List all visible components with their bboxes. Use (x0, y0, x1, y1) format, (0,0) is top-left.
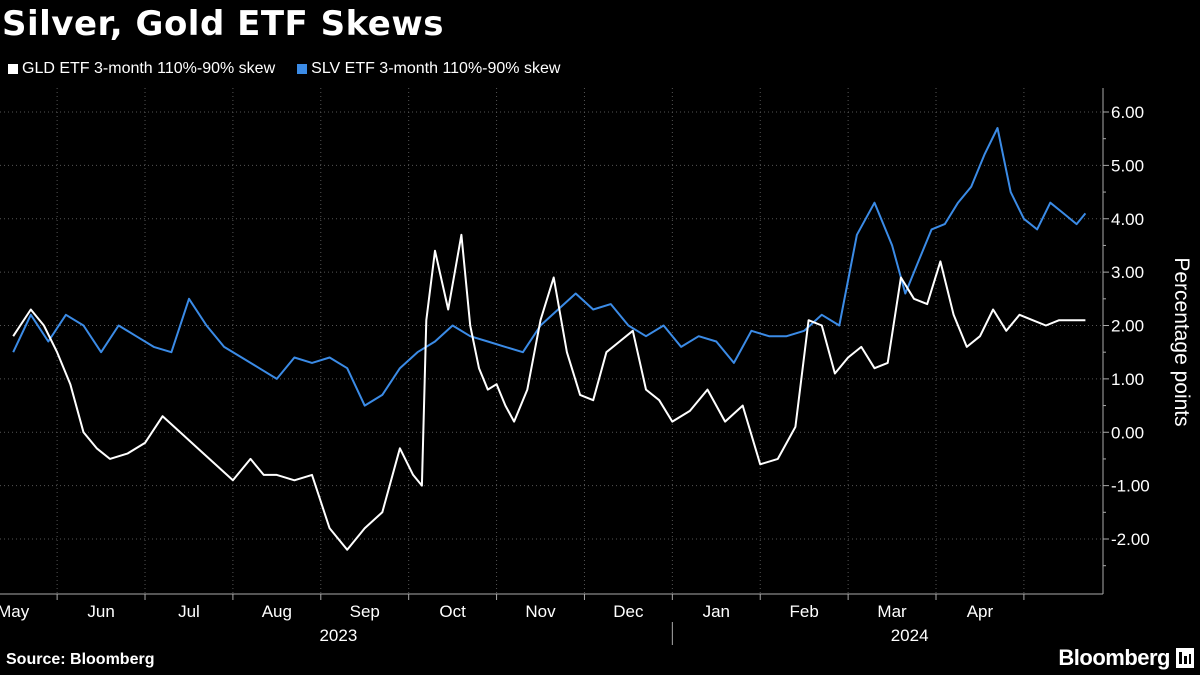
x-tick-label: Sep (350, 602, 380, 621)
y-tick-label: 6.00 (1111, 103, 1144, 122)
bloomberg-logo: Bloomberg (1058, 645, 1170, 670)
y-tick-label: 2.00 (1111, 317, 1144, 336)
x-tick-label: Aug (262, 602, 292, 621)
y-tick-label: -1.00 (1111, 477, 1150, 496)
legend-swatch-slv (297, 64, 308, 74)
x-tick-label: Dec (613, 602, 644, 621)
series-line-gld (12, 233, 1086, 551)
y-tick-label: -2.00 (1111, 530, 1150, 549)
source-note: Source: Bloomberg (6, 651, 155, 668)
legend-swatch-gld (8, 64, 18, 74)
legend-item-gld: GLD ETF 3-month 110%-90% skew (8, 60, 275, 78)
x-tick-label: Feb (790, 602, 819, 621)
year-label: 2023 (319, 626, 357, 645)
x-tick-label: Apr (967, 602, 994, 621)
chart-title: Silver, Gold ETF Skews (2, 4, 445, 44)
legend: GLD ETF 3-month 110%-90% skew SLV ETF 3-… (8, 60, 560, 78)
y-tick-label: 5.00 (1111, 156, 1144, 175)
x-tick-label: Jan (703, 602, 730, 621)
year-label: 2024 (891, 626, 929, 645)
legend-label-slv: SLV ETF 3-month 110%-90% skew (311, 60, 561, 77)
x-tick-label: Jul (178, 602, 200, 621)
legend-item-slv: SLV ETF 3-month 110%-90% skew (297, 60, 560, 78)
y-tick-label: 3.00 (1111, 263, 1144, 282)
x-tick-label: Nov (525, 602, 556, 621)
y-axis-title: Percentage points (1170, 257, 1193, 426)
x-tick-label: Mar (877, 602, 907, 621)
y-tick-label: 4.00 (1111, 210, 1144, 229)
x-tick-label: Oct (439, 602, 466, 621)
x-tick-label: Jun (87, 602, 114, 621)
series-line-slv (12, 127, 1087, 407)
bloomberg-terminal-icon (1176, 648, 1194, 668)
y-tick-label: 0.00 (1111, 423, 1144, 442)
y-tick-label: 1.00 (1111, 370, 1144, 389)
legend-label-gld: GLD ETF 3-month 110%-90% skew (22, 60, 276, 77)
x-tick-label: May (0, 602, 30, 621)
